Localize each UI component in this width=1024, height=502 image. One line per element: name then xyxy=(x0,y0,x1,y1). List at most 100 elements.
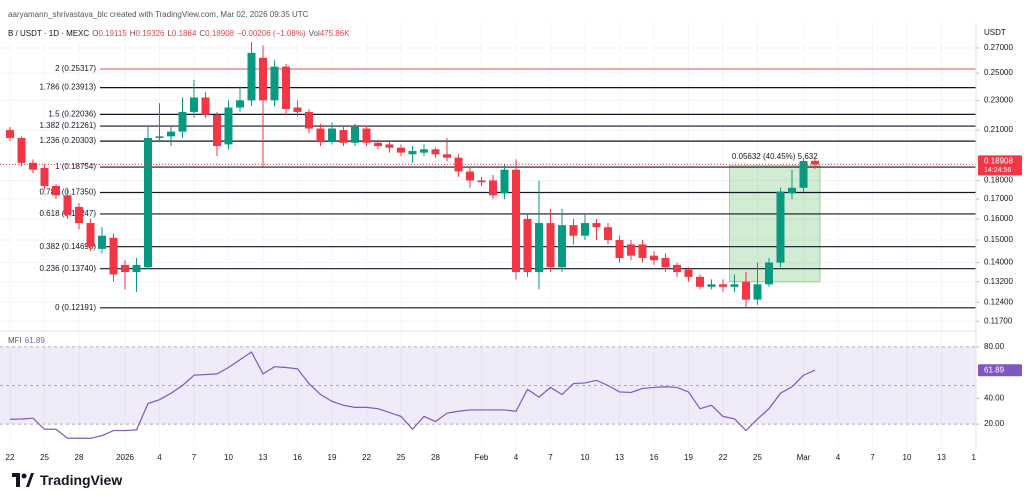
candle-body xyxy=(52,185,60,196)
candle-body xyxy=(121,264,129,273)
candle-body xyxy=(109,237,118,275)
x-tick-label: 4 xyxy=(836,453,841,462)
candle-body xyxy=(40,167,49,186)
price-axis: 0.27000 0.25000 0.23000 0.21000 0.18000 0.170… xyxy=(975,0,1024,470)
candle-body xyxy=(650,255,658,261)
x-tick-label: 25 xyxy=(753,453,762,462)
fib-label: 1.786 (0.23913) xyxy=(40,83,97,92)
x-tick-label: 16 xyxy=(293,453,302,462)
y-tick-label: 0.27000 xyxy=(984,43,1013,52)
y-tick-label: 0.17000 xyxy=(984,194,1013,203)
candle-body xyxy=(86,223,95,247)
x-tick-label: 25 xyxy=(397,453,406,462)
x-tick-label: 25 xyxy=(40,453,49,462)
fib-label: 0.236 (0.13740) xyxy=(40,264,97,273)
indicator-pane xyxy=(0,330,1024,439)
candle-body xyxy=(178,111,187,132)
x-tick-label: 19 xyxy=(684,453,693,462)
x-tick-label: 10 xyxy=(224,453,233,462)
indicator-name: MFI xyxy=(8,336,22,345)
last-price-tag xyxy=(978,155,1022,176)
candle-body xyxy=(305,111,313,129)
candle-body xyxy=(167,131,175,137)
candle-body xyxy=(776,191,785,263)
candle-body xyxy=(224,107,233,145)
fib-label: 1.236 (0.20303) xyxy=(40,136,97,145)
ohlc-item: O0.19115 xyxy=(92,29,127,38)
ohlc-value: 0.1864 xyxy=(171,29,197,38)
y-tick-label: 0.18000 xyxy=(984,176,1013,185)
volume-item: Vol475.86K xyxy=(309,29,350,38)
candle-body xyxy=(270,66,279,101)
candle-body xyxy=(443,154,451,158)
candle-body xyxy=(627,244,635,256)
candle-body xyxy=(569,225,578,236)
volume-value: 475.86K xyxy=(319,29,350,38)
candle-body xyxy=(454,157,463,172)
x-tick-label: 7 xyxy=(870,453,875,462)
candle-body xyxy=(604,227,612,241)
candle-body xyxy=(512,169,520,273)
candle-body xyxy=(201,97,210,115)
fib-label: 0.382 (0.14698) xyxy=(40,242,97,251)
y-tick-label: 0.14000 xyxy=(984,258,1013,267)
candle-body xyxy=(765,262,773,285)
y-tick-label: 0.13200 xyxy=(984,277,1013,286)
candle-body xyxy=(374,142,382,147)
candle-body xyxy=(753,284,762,300)
last-price-label: 0.18908 xyxy=(984,156,1013,165)
header-text: aaryamann_shrivastava_blc created with T… xyxy=(8,10,309,19)
candle-body xyxy=(592,223,601,228)
axis-background xyxy=(976,0,1024,470)
candle-body xyxy=(811,160,819,165)
indicator-value-tag xyxy=(978,364,1022,377)
change: −0.00206 (−1.08%) xyxy=(237,29,306,38)
candle-body xyxy=(742,281,750,300)
candle-body xyxy=(6,130,14,138)
y-tick-label: 0.12400 xyxy=(984,297,1013,306)
y-tick-label: 0.21000 xyxy=(984,125,1013,134)
candle-body xyxy=(190,97,198,112)
candle-body xyxy=(98,235,106,249)
candle-body xyxy=(581,223,589,236)
fib-label: 1 (0.18754) xyxy=(55,162,96,171)
main-pane: 22 25 28 2026 4 7 10 13 16 19 22 25 28 Feb 4 7 10 13 16 19 2… xyxy=(0,22,981,462)
candle-body xyxy=(696,276,704,287)
candle-body xyxy=(29,162,37,170)
candle-body xyxy=(132,264,141,273)
ohlc-value: 0.19115 xyxy=(98,29,127,38)
candle-body xyxy=(293,107,302,112)
logo-text: TradingView xyxy=(40,472,123,488)
candle-body xyxy=(684,269,693,277)
candle-body xyxy=(155,136,164,138)
x-tick-label: Feb xyxy=(475,453,489,462)
x-tick-label: 2026 xyxy=(116,453,134,462)
candle-body xyxy=(500,169,509,194)
x-tick-label: 13 xyxy=(937,453,946,462)
fib-label: 1.382 (0.21261) xyxy=(40,121,97,130)
ohlc-key: O xyxy=(92,29,99,38)
candle-body xyxy=(431,149,440,155)
candle-body xyxy=(788,187,796,194)
x-tick-label: 13 xyxy=(615,453,624,462)
candle-body xyxy=(247,52,256,101)
logo-icon xyxy=(12,473,34,487)
volume-label: Vol xyxy=(308,29,320,38)
candle-body xyxy=(75,206,83,224)
candle-body xyxy=(638,244,647,258)
candle-body xyxy=(63,195,72,215)
x-tick-label: 22 xyxy=(6,453,15,462)
y-tick-label: 0.25000 xyxy=(984,68,1013,77)
candle-body xyxy=(17,137,26,163)
candle-body xyxy=(719,284,727,287)
candle-body xyxy=(282,66,290,109)
x-tick-label: 28 xyxy=(431,453,440,462)
ohlc-item: L0.1864 xyxy=(167,29,196,38)
symbol-legend: B / USDT · 1D · MEXC O0.19115 H0.19326 L0.… xyxy=(8,29,350,38)
candle-body xyxy=(730,284,739,287)
y-tick-label: 0.15000 xyxy=(984,235,1013,244)
y-tick-label: 0.16000 xyxy=(984,214,1013,223)
fib-label: 1.5 (0.22036) xyxy=(48,109,96,118)
candle-body xyxy=(316,128,325,142)
